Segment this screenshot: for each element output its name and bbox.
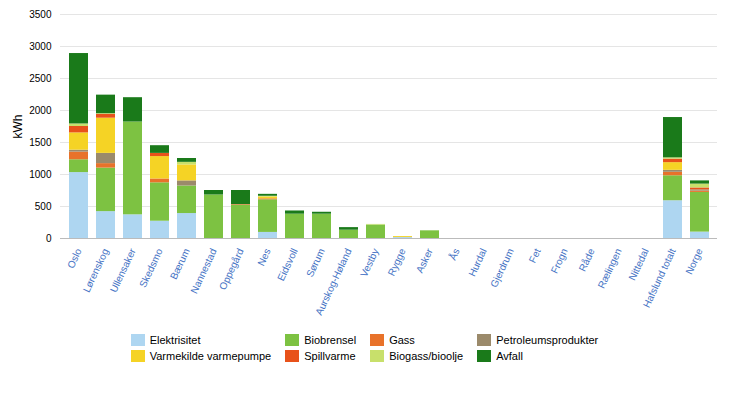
svg-text:Hurdal: Hurdal: [466, 247, 488, 278]
svg-text:Sørum: Sørum: [304, 247, 327, 279]
svg-text:Oppegård: Oppegård: [217, 247, 246, 292]
svg-text:Oslo: Oslo: [65, 246, 84, 270]
svg-text:2000: 2000: [29, 105, 52, 116]
svg-text:Asker: Asker: [414, 246, 435, 274]
html-text:Elektrisitet: Elektrisitet: [149, 334, 201, 346]
html-text:Biogass/bioolje: Biogass/bioolje: [389, 350, 464, 362]
html-text:Spillvarme: Spillvarme: [304, 350, 356, 362]
svg-text:1500: 1500: [29, 137, 52, 148]
svg-text:500: 500: [35, 201, 52, 212]
svg-text:Ås: Ås: [446, 246, 462, 262]
svg-text:Eidsvoll: Eidsvoll: [275, 247, 300, 283]
svg-text:Hafslund totalt: Hafslund totalt: [641, 247, 678, 310]
svg-text:Nittedal: Nittedal: [626, 247, 650, 282]
svg-text:Råde: Råde: [577, 246, 597, 273]
svg-text:Fet: Fet: [527, 247, 543, 265]
svg-text:Norge: Norge: [683, 246, 705, 276]
svg-text:Frogn: Frogn: [549, 247, 570, 275]
svg-text:Skedsmo: Skedsmo: [137, 246, 165, 289]
svg-text:kWh: kWh: [11, 115, 25, 139]
html-text:Biobrensel: Biobrensel: [304, 334, 357, 346]
svg-text:Lørenskog: Lørenskog: [81, 247, 111, 294]
svg-text:Aurskog-Høland: Aurskog-Høland: [313, 247, 354, 317]
html-text:Petroleumsprodukter: Petroleumsprodukter: [496, 334, 599, 346]
svg-text:3500: 3500: [29, 9, 52, 20]
svg-text:Bærum: Bærum: [168, 247, 192, 281]
svg-text:Nes: Nes: [255, 247, 272, 268]
svg-text:2500: 2500: [29, 73, 52, 84]
html-text:Gass: Gass: [389, 334, 415, 346]
svg-text:0: 0: [46, 233, 52, 244]
svg-text:3000: 3000: [29, 41, 52, 52]
svg-text:Rælingen: Rælingen: [596, 247, 624, 290]
html-text:Avfall: Avfall: [496, 350, 523, 362]
svg-text:Rygge: Rygge: [386, 246, 408, 277]
svg-text:Nannestad: Nannestad: [188, 247, 218, 295]
svg-text:Ullensaker: Ullensaker: [108, 246, 138, 294]
html-text:Varmekilde varmepumpe: Varmekilde varmepumpe: [149, 350, 272, 362]
svg-text:1000: 1000: [29, 169, 52, 180]
svg-text:Vestby: Vestby: [358, 247, 381, 279]
svg-text:Gjerdrum: Gjerdrum: [488, 247, 516, 289]
